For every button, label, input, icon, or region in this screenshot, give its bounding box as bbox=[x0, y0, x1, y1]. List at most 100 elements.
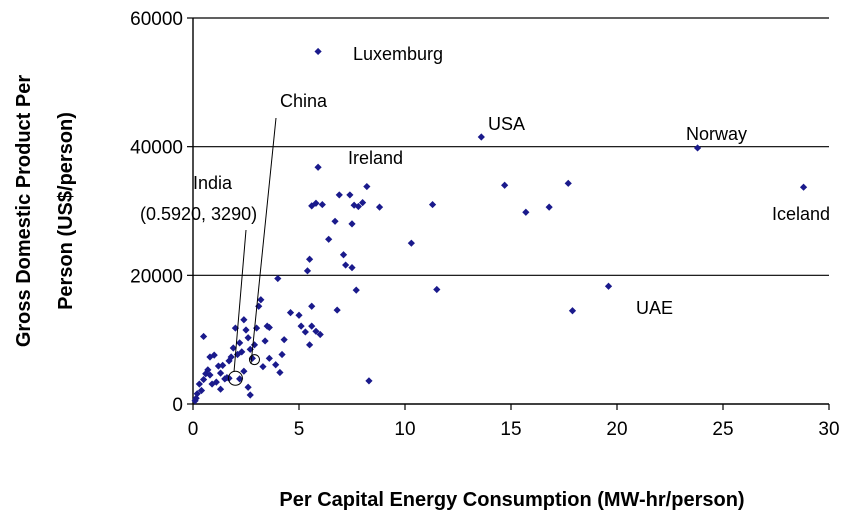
data-point bbox=[248, 354, 256, 362]
data-point bbox=[278, 350, 286, 359]
tick-label-y-40000: 40000 bbox=[130, 138, 183, 159]
data-point bbox=[346, 191, 354, 199]
tick-label-x-20: 20 bbox=[606, 419, 627, 440]
tick-label-x-15: 15 bbox=[500, 419, 521, 440]
label-iceland: Iceland bbox=[772, 204, 830, 224]
data-point bbox=[522, 208, 530, 216]
tick-label-x-25: 25 bbox=[712, 419, 733, 440]
tick-labels: 0 20000 40000 60000 0 5 10 15 20 25 30 bbox=[130, 9, 839, 440]
data-point bbox=[250, 341, 259, 349]
data-point bbox=[229, 344, 237, 352]
data-point bbox=[216, 369, 225, 377]
data-point bbox=[272, 361, 280, 369]
data-point bbox=[204, 366, 212, 374]
data-point bbox=[255, 302, 263, 310]
data-point bbox=[192, 394, 200, 402]
data-point bbox=[501, 181, 509, 189]
data-point bbox=[280, 336, 288, 344]
data-point bbox=[244, 383, 252, 391]
data-point bbox=[240, 367, 248, 375]
leader-line-india bbox=[233, 229, 247, 373]
data-point bbox=[246, 391, 254, 399]
data-point bbox=[236, 375, 244, 383]
data-point bbox=[200, 375, 208, 384]
data-point bbox=[348, 264, 356, 272]
data-point bbox=[477, 133, 485, 141]
data-point bbox=[316, 330, 324, 339]
data-point bbox=[195, 380, 203, 388]
data-point bbox=[200, 332, 208, 341]
tick-label-x-30: 30 bbox=[818, 419, 839, 440]
data-point bbox=[433, 285, 441, 294]
data-point bbox=[206, 371, 214, 379]
data-point bbox=[308, 302, 316, 310]
data-point bbox=[225, 374, 233, 382]
data-point bbox=[259, 363, 267, 371]
data-point bbox=[306, 255, 314, 263]
data-point bbox=[359, 199, 367, 207]
data-point bbox=[314, 163, 322, 171]
y-axis-title-line-1: Gross Domestic Product Per bbox=[13, 75, 35, 348]
data-point bbox=[191, 397, 199, 405]
data-point bbox=[265, 354, 273, 362]
data-point bbox=[303, 267, 312, 275]
label-norway: Norway bbox=[686, 124, 747, 144]
data-point bbox=[216, 385, 225, 393]
tick-label-x-10: 10 bbox=[394, 419, 415, 440]
data-point bbox=[308, 202, 316, 210]
data-point bbox=[308, 322, 316, 330]
data-point bbox=[312, 327, 320, 335]
data-point bbox=[295, 311, 303, 319]
data-point bbox=[342, 261, 350, 269]
data-point bbox=[339, 251, 348, 259]
gridlines bbox=[193, 17, 829, 276]
data-point bbox=[208, 380, 216, 388]
highlight-circles bbox=[227, 354, 260, 386]
data-point bbox=[286, 309, 295, 317]
data-point bbox=[693, 144, 702, 152]
label-usa: USA bbox=[488, 114, 525, 134]
data-point bbox=[331, 217, 339, 225]
data-point bbox=[604, 282, 613, 290]
data-point bbox=[306, 341, 314, 349]
data-point bbox=[363, 182, 371, 191]
data-point bbox=[212, 378, 220, 386]
data-point bbox=[197, 386, 206, 395]
data-point bbox=[214, 362, 223, 370]
data-point bbox=[206, 353, 214, 361]
data-point bbox=[297, 322, 305, 330]
tick-label-x-5: 5 bbox=[294, 419, 305, 440]
data-point bbox=[274, 274, 282, 283]
data-point bbox=[314, 47, 322, 56]
data-point bbox=[348, 220, 356, 228]
data-point bbox=[312, 199, 320, 207]
tick-label-x-0: 0 bbox=[188, 419, 199, 440]
data-point bbox=[333, 306, 341, 314]
data-point bbox=[257, 296, 265, 304]
data-points bbox=[191, 47, 808, 405]
label-ireland: Ireland bbox=[348, 148, 403, 168]
data-point bbox=[799, 183, 808, 191]
axes bbox=[192, 18, 829, 405]
y-axis-title-line-2: Person (US$/person) bbox=[55, 112, 77, 310]
data-point bbox=[202, 370, 210, 378]
data-point bbox=[335, 191, 343, 199]
data-point bbox=[564, 179, 572, 187]
data-point bbox=[318, 200, 326, 209]
data-point bbox=[375, 203, 384, 211]
data-point bbox=[210, 351, 218, 359]
data-point bbox=[325, 235, 333, 243]
data-point bbox=[225, 357, 233, 365]
label-uae: UAE bbox=[636, 298, 673, 318]
data-point bbox=[242, 326, 250, 334]
data-point bbox=[236, 339, 244, 347]
leader-line-china bbox=[250, 117, 277, 365]
data-point bbox=[244, 334, 252, 342]
data-point bbox=[276, 368, 284, 377]
label-luxemburg: Luxemburg bbox=[353, 44, 443, 64]
data-point bbox=[301, 328, 309, 336]
tick-label-y-60000: 60000 bbox=[130, 9, 183, 30]
data-point bbox=[407, 239, 415, 247]
label-india-value: (0.5920, 3290) bbox=[140, 204, 257, 224]
label-china: China bbox=[280, 91, 328, 111]
